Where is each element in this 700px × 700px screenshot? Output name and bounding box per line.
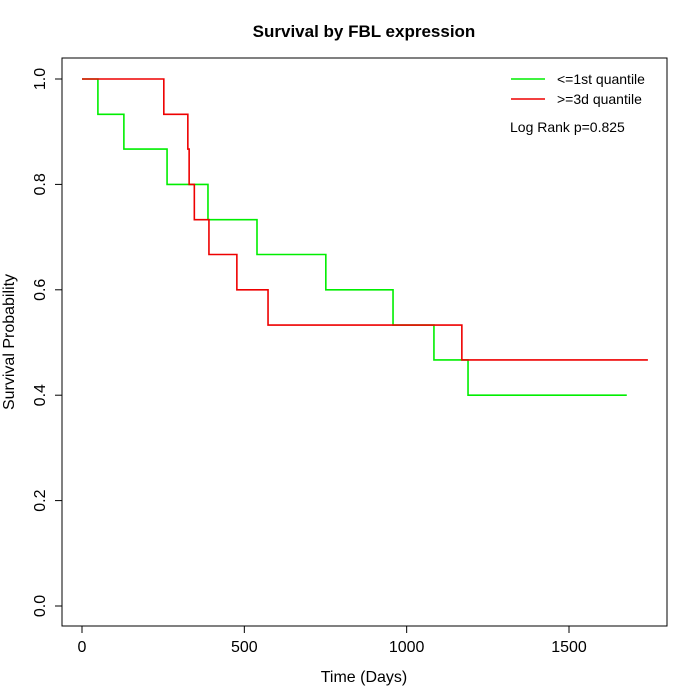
y-tick-label: 1.0: [32, 68, 49, 90]
x-tick-label: 1500: [551, 639, 587, 656]
x-tick-label: 1000: [389, 639, 425, 656]
series-line-1: [82, 78, 648, 361]
x-tick-label: 500: [231, 639, 258, 656]
y-tick-label: 0.0: [32, 595, 49, 617]
x-tick-label: 0: [78, 639, 87, 656]
x-axis-label: Time (Days): [321, 669, 408, 686]
series-line-0: [82, 78, 627, 396]
legend-label-0: <=1st quantile: [557, 71, 645, 87]
log-rank-annotation: Log Rank p=0.825: [510, 119, 625, 135]
plot-frame: [61, 57, 668, 627]
y-tick-label: 0.8: [32, 173, 49, 195]
y-axis-label: Survival Probability: [1, 274, 18, 410]
legend-label-1: >=3d quantile: [557, 91, 642, 107]
chart-title: Survival by FBL expression: [253, 22, 476, 41]
y-tick-label: 0.4: [32, 384, 49, 406]
legend: <=1st quantile >=3d quantile Log Rank p=…: [510, 71, 645, 135]
y-tick-label: 0.2: [32, 489, 49, 511]
y-tick-label: 0.6: [32, 279, 49, 301]
